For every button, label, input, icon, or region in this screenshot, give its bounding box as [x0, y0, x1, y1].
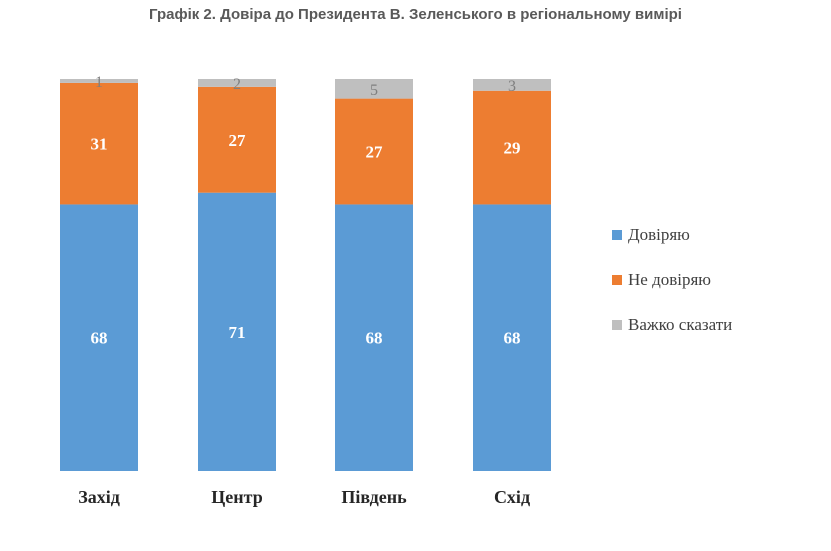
bar-trust-1	[60, 204, 138, 471]
data-label-hard-to-say-2: 2	[233, 76, 241, 93]
category-label-4: Схід	[494, 487, 530, 507]
legend-label-trust: Довіряю	[628, 225, 690, 244]
bar-distrust-4	[473, 90, 551, 205]
chart-title: Графік 2. Довіра до Президента В. Зеленс…	[149, 6, 682, 23]
legend-swatch-distrust	[612, 275, 622, 285]
data-label-trust-2: 71	[229, 323, 246, 342]
data-label-hard-to-say-3: 5	[370, 82, 378, 99]
bar-hard-to-say-1	[60, 79, 138, 83]
legend-label-hard-to-say: Важко сказати	[628, 315, 733, 334]
bar-hard-to-say-4	[473, 79, 551, 91]
bar-trust-4	[473, 204, 551, 471]
data-label-trust-3: 68	[366, 329, 383, 348]
data-label-trust-4: 68	[504, 329, 521, 348]
bar-hard-to-say-3	[335, 79, 413, 99]
data-label-hard-to-say-4: 3	[508, 78, 516, 95]
data-label-distrust-2: 27	[229, 131, 247, 150]
data-label-distrust-3: 27	[366, 143, 384, 162]
bar-trust-2	[198, 192, 276, 471]
bar-distrust-3	[335, 98, 413, 205]
data-label-trust-1: 68	[91, 329, 108, 348]
legend-swatch-trust	[612, 230, 622, 240]
legend-item-trust: Довіряю	[612, 224, 732, 246]
bar-distrust-1	[60, 82, 138, 205]
legend-item-distrust: Не довіряю	[612, 269, 732, 291]
category-label-3: Південь	[341, 487, 407, 507]
legend-label-distrust: Не довіряю	[628, 270, 711, 289]
data-label-hard-to-say-1: 1	[95, 74, 103, 91]
category-label-1: Захід	[78, 487, 120, 507]
data-label-distrust-1: 31	[91, 135, 108, 154]
legend-swatch-hard-to-say	[612, 320, 622, 330]
bar-hard-to-say-2	[198, 79, 276, 87]
bar-distrust-2	[198, 86, 276, 193]
legend-item-hard-to-say: Важко сказати	[612, 314, 732, 336]
bar-trust-3	[335, 204, 413, 471]
category-label-2: Центр	[211, 487, 262, 507]
chart-legend: Довіряю Не довіряю Важко сказати	[612, 224, 732, 359]
data-label-distrust-4: 29	[504, 139, 521, 158]
